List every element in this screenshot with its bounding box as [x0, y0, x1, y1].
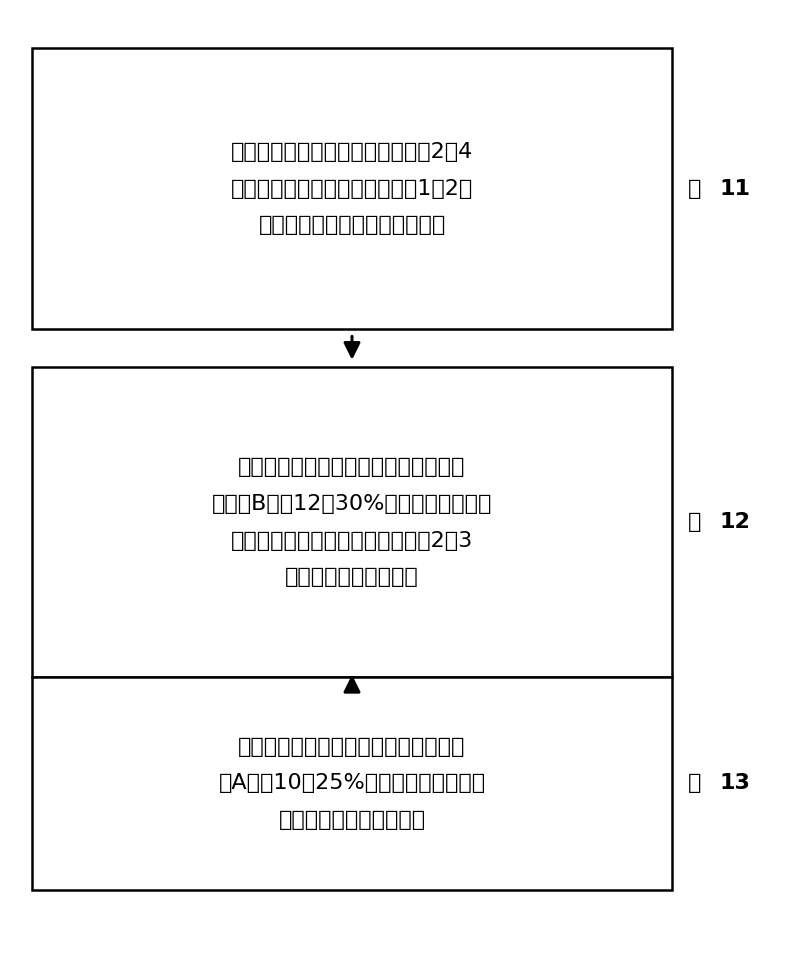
Text: 剂A组分10～25%充分搅拌混合均匀，: 剂A组分10～25%充分搅拌混合均匀，	[218, 774, 486, 793]
Text: 成膜剂B组分12～30%放入高功能搅拌器: 成膜剂B组分12～30%放入高功能搅拌器	[212, 494, 492, 513]
Text: ～: ～	[688, 774, 702, 793]
Bar	[32, 677, 672, 890]
Text: 小时，再放到超细磨研磨机研磨1～2小: 小时，再放到超细磨研磨机研磨1～2小	[231, 179, 473, 198]
Text: 将所述微纳米颗粒混合浆料和水性环氧: 将所述微纳米颗粒混合浆料和水性环氧	[238, 457, 466, 477]
Text: ～: ～	[688, 179, 702, 198]
Text: ～: ～	[688, 513, 702, 532]
Text: 13: 13	[720, 774, 751, 793]
Text: 将混合浆料放入搅拌球磨机中研磨2～4: 将混合浆料放入搅拌球磨机中研磨2～4	[231, 142, 473, 161]
Text: 11: 11	[720, 179, 751, 198]
Text: 次，以生成杂化混合液: 次，以生成杂化混合液	[285, 568, 419, 587]
Text: 12: 12	[720, 513, 751, 532]
Bar	[32, 48, 672, 329]
Text: 中糅合，再放入三辊研磨机上捏合2～3: 中糅合，再放入三辊研磨机上捏合2～3	[231, 531, 473, 550]
Text: 以制备成远红外辐射涂料: 以制备成远红外辐射涂料	[278, 810, 426, 830]
Bar	[32, 367, 672, 677]
Text: 将所生成的杂化混合液与水性环氧成膜: 将所生成的杂化混合液与水性环氧成膜	[238, 737, 466, 756]
Text: 时，以生成微纳米颗粒混合浆料: 时，以生成微纳米颗粒混合浆料	[258, 216, 446, 235]
